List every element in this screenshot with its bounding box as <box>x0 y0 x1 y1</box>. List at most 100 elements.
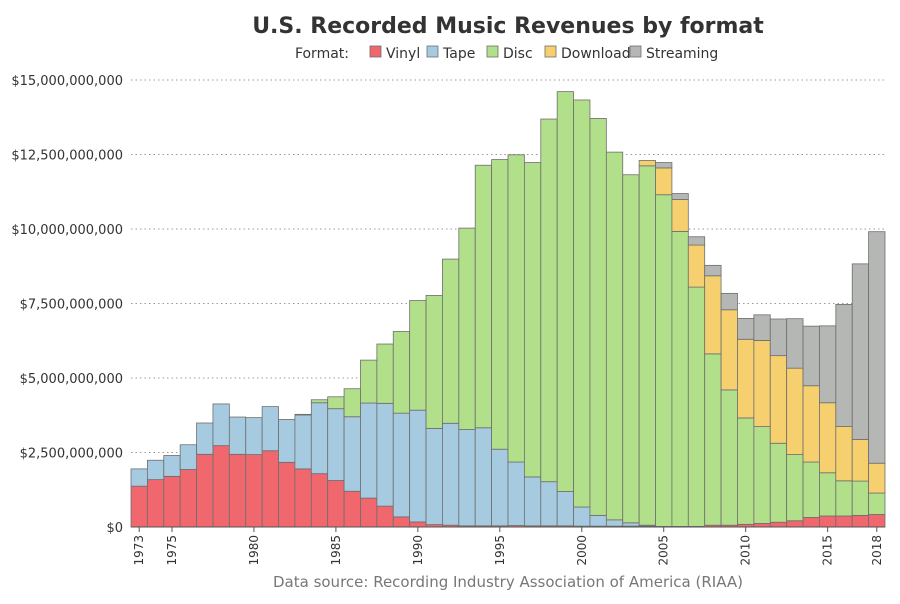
bar-disc-2016 <box>835 480 853 517</box>
legend-swatch <box>486 45 499 58</box>
bar-disc-2014 <box>802 461 820 518</box>
bar-download-2004 <box>638 160 656 167</box>
y-tick-label: $5,000,000,000 <box>20 372 123 387</box>
bar-disc-1985 <box>327 396 345 410</box>
bar-download-2013 <box>786 367 804 455</box>
bar-vinyl-1974 <box>146 479 165 528</box>
bar-tape-1986 <box>343 416 361 492</box>
bar-vinyl-2016 <box>835 515 853 528</box>
bar-tape-1998 <box>540 481 558 527</box>
bar-disc-2008 <box>704 353 722 526</box>
bar-disc-1997 <box>523 162 542 478</box>
bar-streaming-2006 <box>671 193 689 200</box>
legend-item-streaming: Streaming <box>629 45 718 62</box>
bar-disc-2012 <box>769 442 788 523</box>
bar-tape-1975 <box>163 455 181 477</box>
bar-download-2009 <box>720 309 738 391</box>
legend-item-vinyl: Vinyl <box>369 45 420 62</box>
bar-disc-1990 <box>409 300 427 411</box>
bar-disc-1994 <box>474 164 493 429</box>
bar-download-2006 <box>671 199 689 232</box>
bar-disc-2002 <box>605 151 624 521</box>
x-tick-label: 2015 <box>821 535 835 566</box>
bar-vinyl-1988 <box>376 505 394 528</box>
bar-tape-2001 <box>589 514 607 527</box>
bar-download-2014 <box>802 385 820 463</box>
bar-vinyl-2017 <box>851 514 870 528</box>
legend-swatch <box>426 45 439 58</box>
x-tick-label: 2010 <box>739 535 753 566</box>
bar-vinyl-1977 <box>196 453 214 528</box>
bar-disc-1989 <box>392 331 411 414</box>
bar-tape-1980 <box>245 417 263 455</box>
bar-disc-1984 <box>310 399 329 404</box>
bar-streaming-2014 <box>802 325 820 387</box>
bar-streaming-2018 <box>868 231 886 464</box>
bar-tape-1976 <box>179 444 197 470</box>
bar-disc-1998 <box>540 118 558 483</box>
bar-tape-1984 <box>310 402 329 475</box>
y-axis: $0 $2,500,000,000 $5,000,000,000 $7,500,000… <box>11 74 123 536</box>
bar-download-2017 <box>851 438 870 482</box>
bar-tape-1974 <box>146 459 165 481</box>
bar-download-2008 <box>704 275 722 355</box>
bar-vinyl-2012 <box>769 521 788 528</box>
legend-entry-label: Download <box>561 46 631 62</box>
bar-disc-1992 <box>442 258 460 424</box>
bar-streaming-2009 <box>720 292 738 311</box>
x-tick-label: 2000 <box>575 535 589 566</box>
bar-tape-1977 <box>196 422 214 455</box>
bar-download-2018 <box>868 462 886 494</box>
bar-vinyl-1973 <box>130 485 148 528</box>
legend-label: Format: <box>295 46 349 62</box>
y-tick-label: $7,500,000,000 <box>20 298 123 313</box>
bar-disc-2003 <box>622 174 640 524</box>
bars <box>130 91 886 528</box>
bar-vinyl-2018 <box>868 514 886 528</box>
bar-disc-1995 <box>491 159 509 450</box>
bar-download-2007 <box>687 244 706 288</box>
bar-vinyl-1987 <box>360 497 378 528</box>
bar-streaming-2017 <box>851 263 870 440</box>
bar-disc-2006 <box>671 230 689 527</box>
y-tick-label: $12,500,000,000 <box>11 149 123 164</box>
bar-tape-1987 <box>360 402 378 499</box>
bar-vinyl-1981 <box>261 450 279 528</box>
bar-tape-2002 <box>605 519 624 527</box>
bar-vinyl-1986 <box>343 490 361 528</box>
bar-vinyl-1985 <box>327 480 345 528</box>
legend-swatch <box>544 45 557 58</box>
bar-download-2005 <box>655 167 673 196</box>
bar-disc-1993 <box>458 227 476 430</box>
bar-tape-2000 <box>573 506 591 527</box>
bar-vinyl-2015 <box>819 515 837 528</box>
x-tick-label: 1973 <box>132 535 146 566</box>
bar-download-2015 <box>819 402 837 474</box>
bar-vinyl-1976 <box>179 469 197 528</box>
bar-vinyl-1978 <box>212 445 230 528</box>
bar-disc-1983 <box>294 413 312 416</box>
bar-disc-2015 <box>819 472 837 517</box>
x-tick-label: 1980 <box>247 535 261 566</box>
bar-download-2016 <box>835 426 853 482</box>
bar-vinyl-1980 <box>245 454 263 528</box>
bar-vinyl-1989 <box>392 516 411 528</box>
bar-vinyl-1983 <box>294 468 312 528</box>
bar-streaming-2013 <box>786 318 804 369</box>
bar-download-2011 <box>753 340 771 427</box>
bar-tape-1990 <box>409 409 427 523</box>
bar-vinyl-1982 <box>278 461 296 528</box>
legend-item-disc: Disc <box>486 45 533 62</box>
bar-vinyl-2014 <box>802 517 820 528</box>
legend-item-tape: Tape <box>426 45 475 62</box>
bar-tape-1991 <box>425 427 443 526</box>
bar-vinyl-2011 <box>753 523 771 528</box>
bar-disc-2011 <box>753 426 771 524</box>
bar-disc-2018 <box>868 492 886 515</box>
bar-disc-2005 <box>655 194 673 527</box>
x-tick-label: 1975 <box>165 535 179 566</box>
bar-disc-1996 <box>507 154 525 463</box>
bar-tape-1997 <box>523 476 542 527</box>
bar-download-2012 <box>769 355 788 444</box>
